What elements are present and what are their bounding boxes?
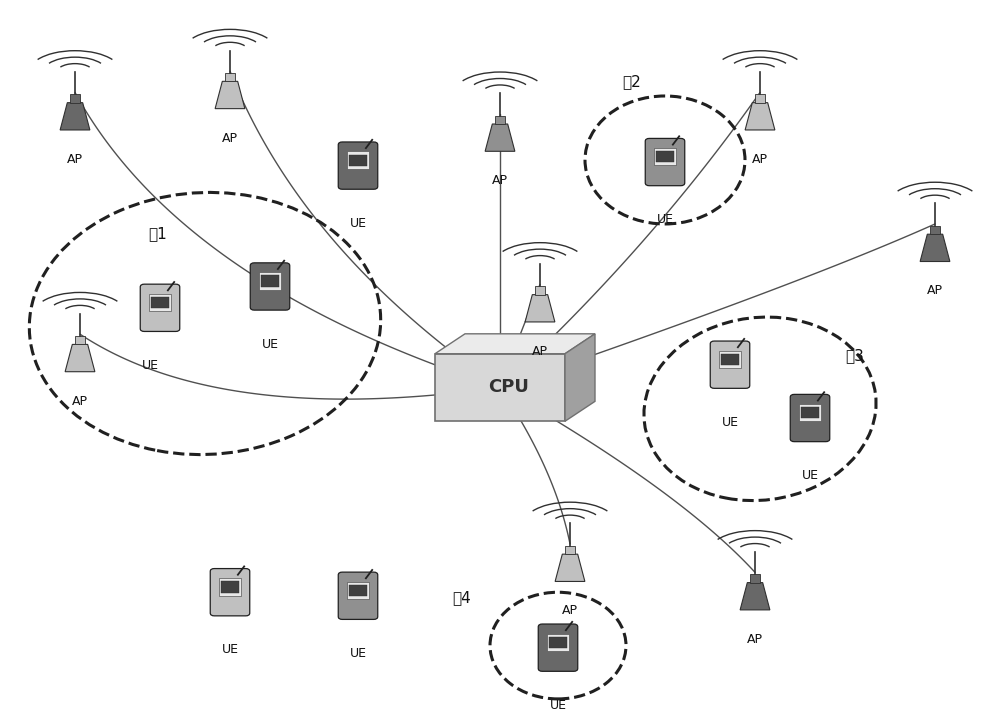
FancyBboxPatch shape (347, 582, 369, 599)
FancyBboxPatch shape (261, 275, 279, 287)
Polygon shape (65, 344, 95, 372)
FancyBboxPatch shape (547, 634, 569, 651)
Polygon shape (485, 124, 515, 151)
Text: AP: AP (747, 633, 763, 646)
Polygon shape (435, 333, 595, 353)
Polygon shape (60, 102, 90, 130)
FancyBboxPatch shape (225, 73, 235, 81)
Text: AP: AP (532, 345, 548, 358)
Text: UE: UE (350, 217, 366, 230)
Text: 斅4: 斅4 (452, 589, 471, 605)
Text: UE: UE (222, 643, 239, 656)
FancyBboxPatch shape (151, 296, 169, 308)
FancyBboxPatch shape (250, 263, 290, 310)
FancyBboxPatch shape (710, 341, 750, 388)
Text: AP: AP (927, 284, 943, 297)
FancyBboxPatch shape (750, 574, 760, 582)
FancyBboxPatch shape (799, 404, 821, 422)
FancyBboxPatch shape (721, 353, 739, 365)
FancyBboxPatch shape (221, 581, 239, 592)
FancyBboxPatch shape (210, 569, 250, 616)
FancyBboxPatch shape (535, 287, 545, 294)
FancyBboxPatch shape (140, 284, 180, 331)
Text: AP: AP (492, 174, 508, 187)
FancyBboxPatch shape (219, 578, 241, 596)
Text: UE: UE (350, 647, 366, 660)
Polygon shape (565, 333, 595, 421)
Text: UE: UE (142, 359, 158, 372)
Polygon shape (215, 81, 245, 109)
FancyBboxPatch shape (75, 336, 85, 344)
Text: AP: AP (222, 132, 238, 144)
FancyBboxPatch shape (338, 572, 378, 619)
FancyBboxPatch shape (801, 407, 819, 418)
Polygon shape (745, 102, 775, 130)
FancyBboxPatch shape (755, 95, 765, 102)
Polygon shape (920, 234, 950, 262)
Text: UE: UE (656, 213, 674, 226)
Text: UE: UE (550, 699, 566, 711)
Text: CPU: CPU (489, 378, 529, 397)
FancyBboxPatch shape (930, 226, 940, 234)
Text: UE: UE (802, 469, 818, 482)
Text: UE: UE (262, 338, 278, 351)
FancyBboxPatch shape (149, 294, 171, 311)
FancyBboxPatch shape (338, 142, 378, 189)
Text: AP: AP (67, 153, 83, 166)
Text: AP: AP (752, 153, 768, 166)
Polygon shape (555, 554, 585, 582)
FancyBboxPatch shape (259, 272, 281, 290)
FancyBboxPatch shape (549, 636, 567, 648)
FancyBboxPatch shape (654, 148, 676, 166)
FancyBboxPatch shape (349, 584, 367, 596)
Text: 文1: 文1 (148, 225, 167, 241)
FancyBboxPatch shape (565, 546, 575, 554)
Polygon shape (740, 582, 770, 610)
FancyBboxPatch shape (645, 139, 685, 186)
FancyBboxPatch shape (70, 95, 80, 102)
Text: 文2: 文2 (622, 74, 641, 90)
FancyBboxPatch shape (495, 116, 505, 124)
Text: AP: AP (562, 604, 578, 617)
FancyBboxPatch shape (347, 151, 369, 169)
Text: AP: AP (72, 395, 88, 407)
Polygon shape (525, 294, 555, 322)
FancyBboxPatch shape (719, 351, 741, 368)
FancyBboxPatch shape (435, 353, 565, 421)
Text: 文3: 文3 (845, 348, 864, 363)
FancyBboxPatch shape (790, 395, 830, 442)
FancyBboxPatch shape (538, 624, 578, 671)
Text: UE: UE (722, 416, 738, 429)
FancyBboxPatch shape (349, 154, 367, 166)
FancyBboxPatch shape (656, 151, 674, 162)
